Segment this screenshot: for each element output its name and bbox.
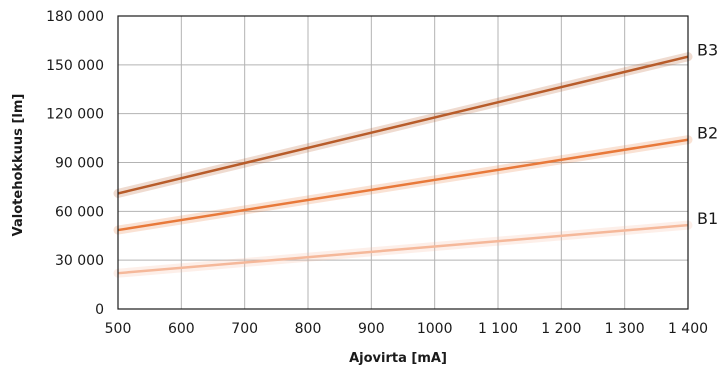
- x-tick-label: 1 200: [541, 321, 581, 337]
- series-lines: [113, 52, 693, 278]
- y-tick-label: 150 000: [46, 58, 104, 74]
- x-tick-label: 600: [168, 321, 195, 337]
- y-tick-label: 90 000: [55, 156, 104, 172]
- series-labels: B3 B2 B1: [697, 41, 718, 228]
- x-tick-labels: 500 600 700 800 900 1000 1 100 1 200 1 300 1 400: [105, 321, 708, 337]
- y-axis-title: Valotehokkuus [lm]: [11, 94, 26, 237]
- x-tick-label: 1 300: [605, 321, 645, 337]
- y-tick-labels: 0 30 000 60 000 90 000 120 000 150 000 180 000: [46, 9, 104, 318]
- x-tick-label: 700: [231, 321, 258, 337]
- series-label-b1: B1: [697, 209, 718, 228]
- series-line-b1: [117, 223, 689, 275]
- x-tick-label: 1 400: [668, 321, 708, 337]
- series-label-b3: B3: [697, 41, 718, 60]
- x-tick-label: 1000: [417, 321, 453, 337]
- plot-frame: [117, 15, 689, 310]
- y-tick-label: 0: [95, 302, 104, 318]
- y-tick-label: 120 000: [46, 107, 104, 123]
- y-tick-label: 30 000: [55, 253, 104, 269]
- y-tick-label: 180 000: [46, 9, 104, 25]
- x-tick-label: 500: [105, 321, 132, 337]
- x-tick-label: 800: [295, 321, 322, 337]
- series-label-b2: B2: [697, 124, 718, 143]
- y-tick-label: 60 000: [55, 204, 104, 220]
- series-line-b2: [117, 138, 689, 232]
- x-axis-title: Ajovirta [mA]: [349, 351, 447, 366]
- series-line-b3: [117, 55, 689, 195]
- x-tick-label: 900: [358, 321, 385, 337]
- x-tick-label: 1 100: [478, 321, 518, 337]
